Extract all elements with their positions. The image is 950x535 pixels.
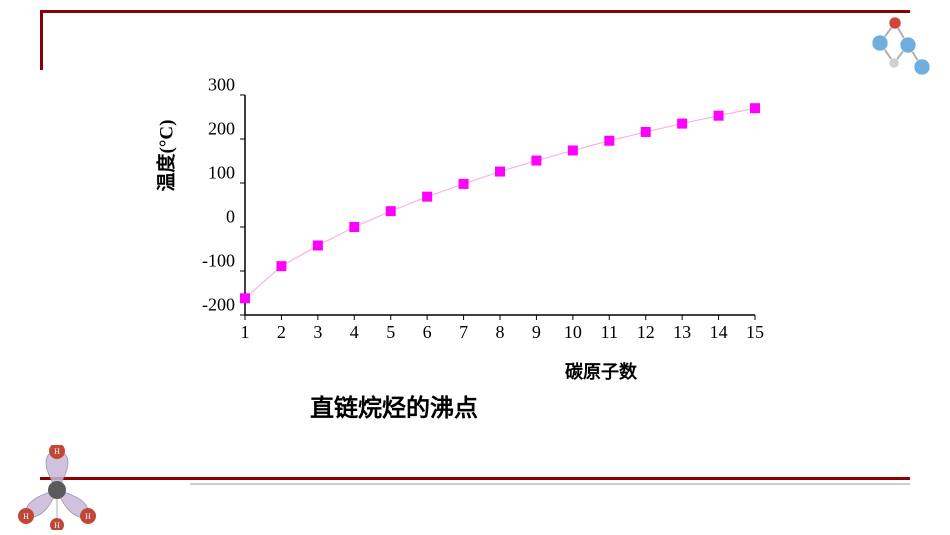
svg-text:H: H (54, 447, 60, 456)
data-point (531, 156, 541, 166)
chart-title: 直链烷烃的沸点 (310, 388, 478, 423)
y-tick: -100 (175, 251, 235, 272)
data-point (677, 119, 687, 129)
data-point (459, 179, 469, 189)
y-tick: 300 (175, 75, 235, 96)
svg-text:H: H (54, 521, 60, 530)
data-point (604, 136, 614, 146)
y-tick-labels: -200-1000100200300 (165, 85, 235, 305)
y-tick: 0 (175, 207, 235, 228)
data-point (313, 240, 323, 250)
data-point (750, 103, 760, 113)
molecule-decoration-top-right (860, 15, 935, 90)
molecule-decoration-bottom-left: H H H H (15, 445, 100, 530)
y-tick: 100 (175, 163, 235, 184)
data-point (240, 293, 250, 303)
svg-text:H: H (23, 512, 29, 521)
frame-bottom-border (40, 477, 910, 480)
boiling-point-chart (230, 85, 770, 365)
y-tick: -200 (175, 295, 235, 316)
data-point (641, 127, 651, 137)
frame-top-border (40, 10, 910, 13)
frame-left-border (40, 10, 43, 70)
data-point (349, 222, 359, 232)
y-tick: 200 (175, 119, 235, 140)
data-point (386, 206, 396, 216)
data-point (714, 111, 724, 121)
data-point (495, 167, 505, 177)
data-point (422, 192, 432, 202)
svg-text:H: H (85, 512, 91, 521)
data-point (276, 261, 286, 271)
data-point (568, 145, 578, 155)
frame-bottom-accent (190, 483, 910, 485)
